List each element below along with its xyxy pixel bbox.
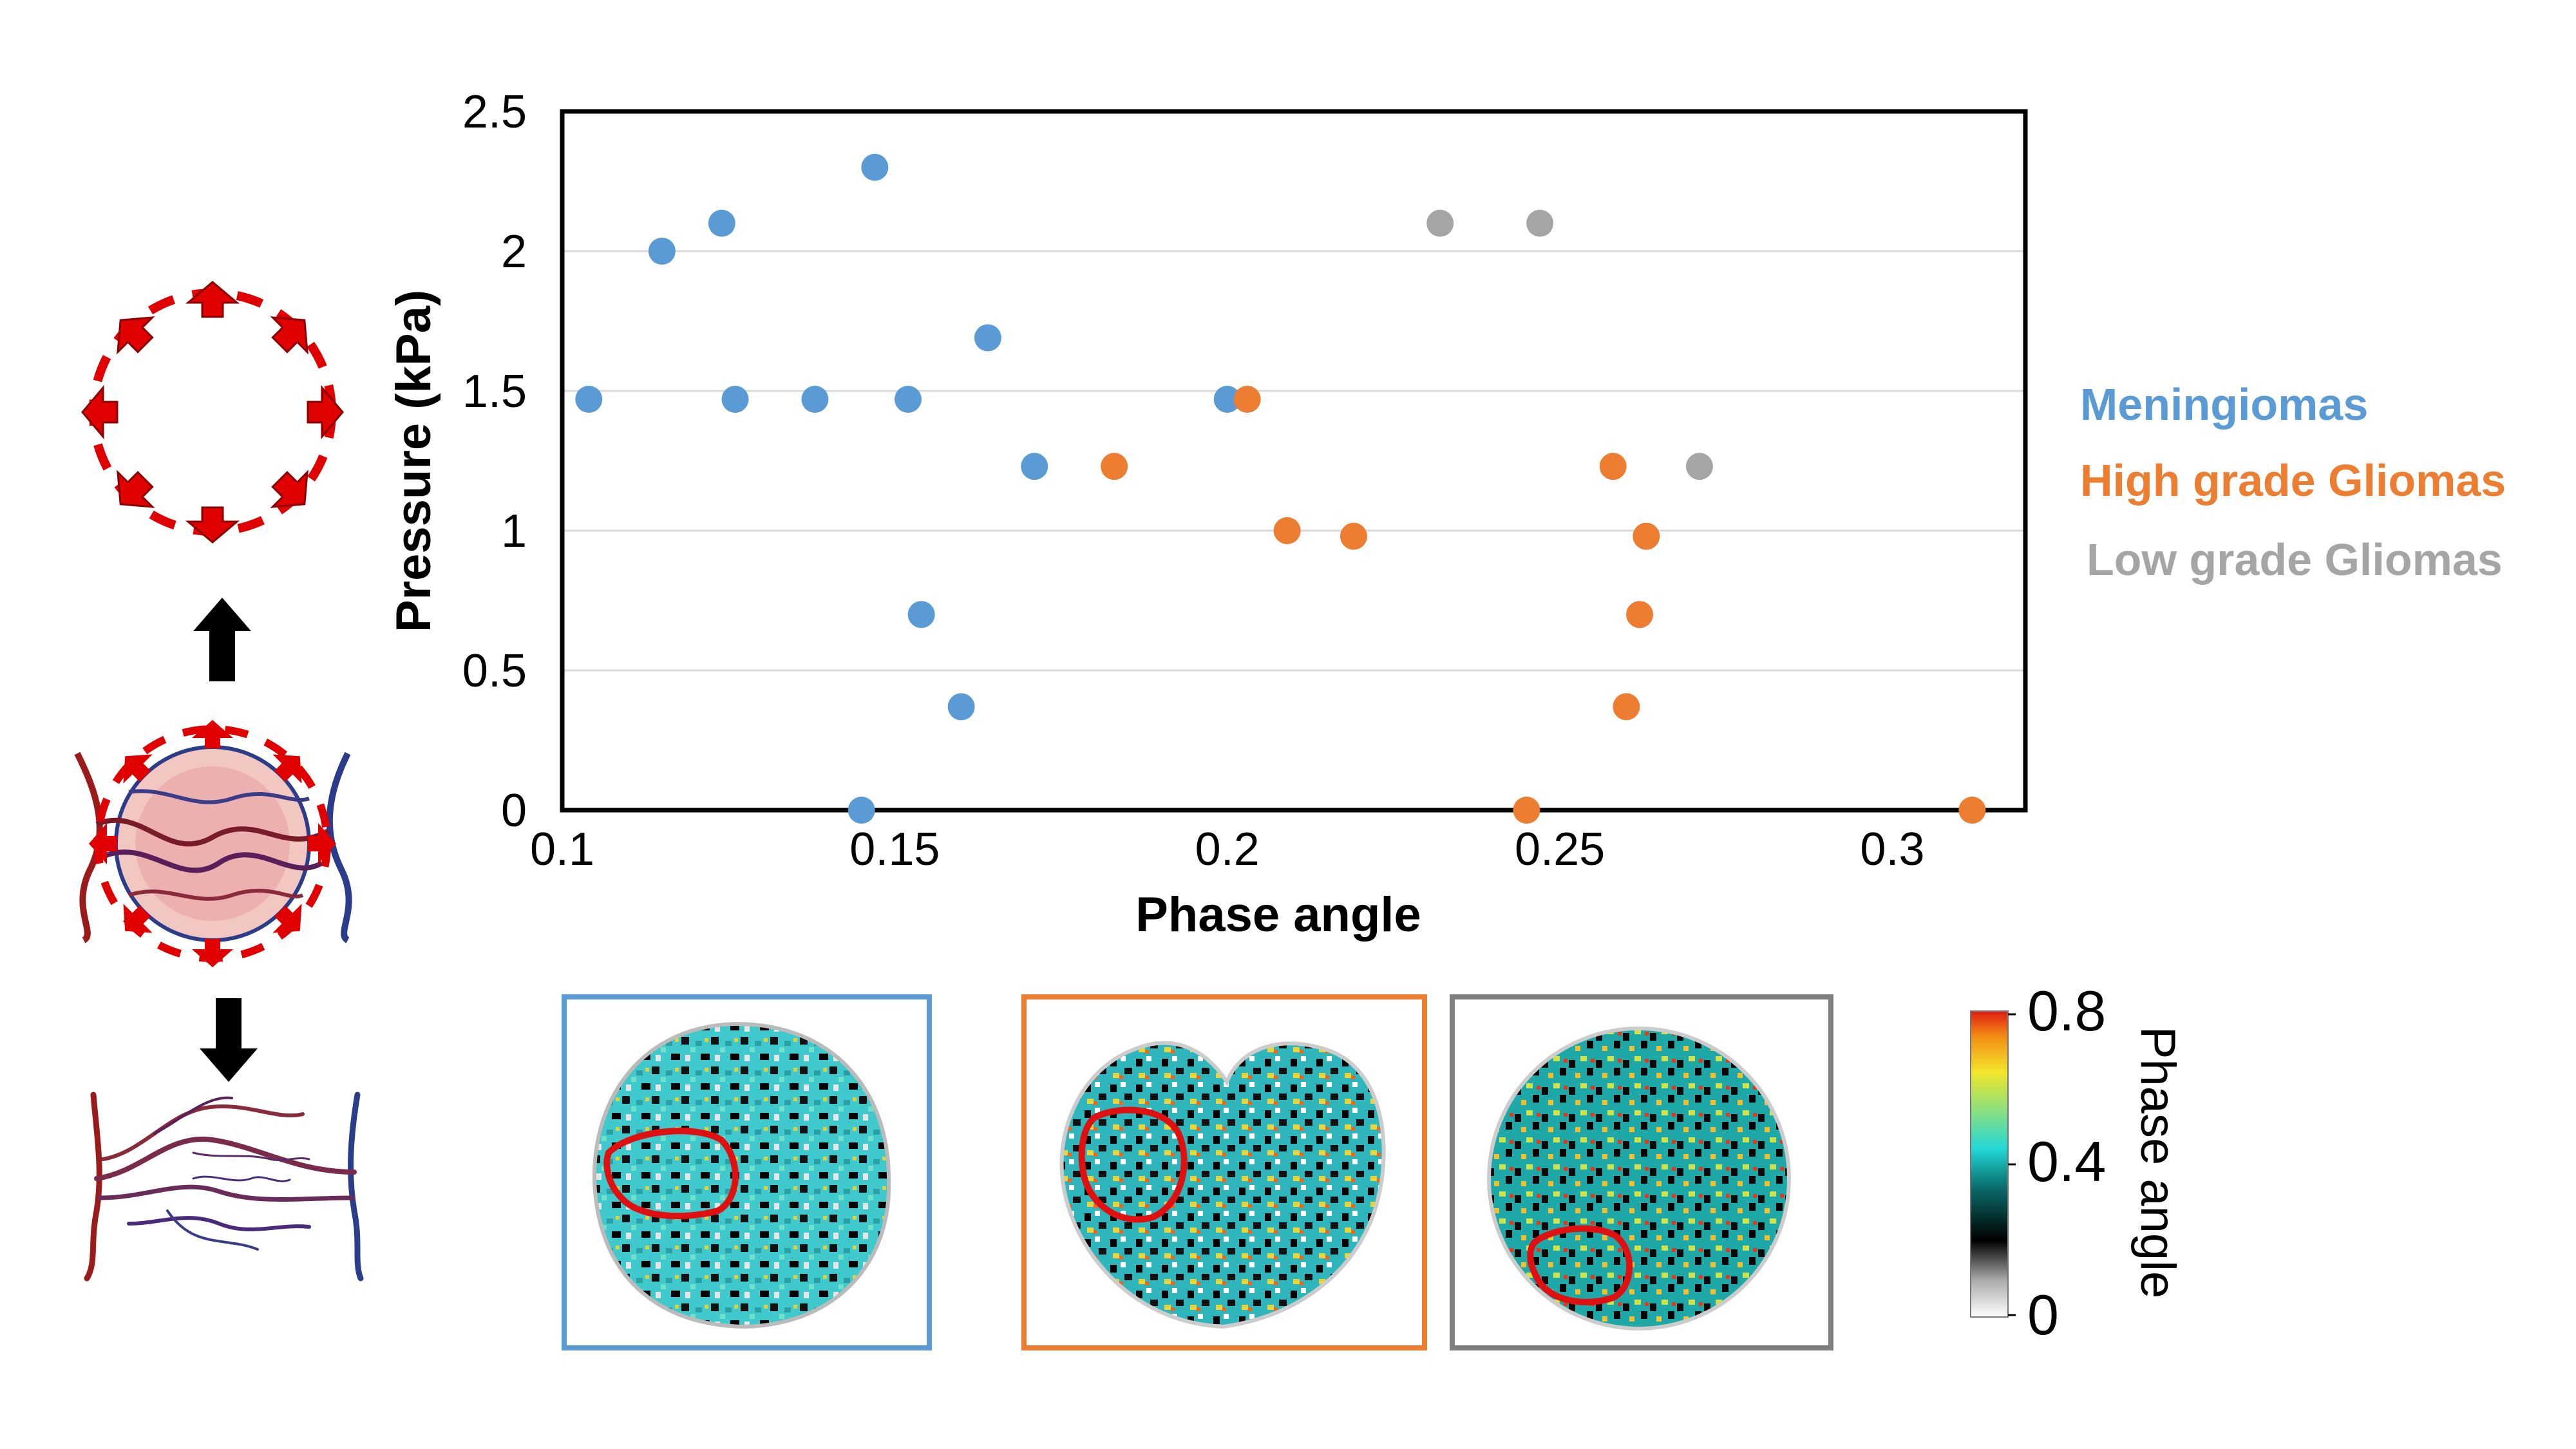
y-tick-label: 2.5 [462, 86, 527, 138]
y-tick-label: 2 [501, 226, 527, 278]
data-points [575, 153, 1986, 824]
tumor-outline [1527, 1225, 1633, 1305]
x-tick-label: 0.3 [1860, 824, 1924, 875]
point-high-grade-gliomas [1101, 453, 1128, 480]
point-meningiomas [947, 693, 975, 721]
x-axis-label: Phase angle [1135, 887, 1421, 942]
point-high-grade-gliomas [1513, 797, 1540, 824]
tumor-with-vessels-icon [74, 720, 352, 967]
legend-entry-low-grade-gliomas: Low grade Gliomas [2087, 535, 2503, 585]
colorbar-gradient [1970, 1010, 2009, 1318]
y-tick-label: 0.5 [462, 645, 527, 697]
colorbar: 0.8 0.4 0 Phase angle [1970, 979, 2185, 1347]
y-tick-label: 1.5 [462, 366, 527, 417]
x-tick-label: 0.15 [849, 824, 940, 875]
point-high-grade-gliomas [1626, 601, 1654, 629]
point-meningiomas [575, 386, 603, 413]
x-tick-label: 0.2 [1195, 824, 1260, 875]
y-tick-label: 1 [501, 506, 527, 557]
y-gridlines [562, 250, 2025, 672]
x-tick-labels: 0.1 0.15 0.2 0.25 0.3 [530, 824, 1925, 875]
colorbar-label: Phase angle [2130, 1027, 2185, 1299]
x-tick-label: 0.1 [530, 824, 594, 875]
scatter-chart: 0 0.5 1 1.5 2 2.5 0.1 0.15 0.2 0.25 0.3 Pressure … [386, 86, 2028, 942]
point-meningiomas [801, 386, 829, 413]
tumor-outline [1078, 1106, 1188, 1223]
legend: Meningiomas High grade Gliomas Low grade… [2080, 379, 2506, 585]
point-meningiomas [848, 797, 875, 824]
pressure-ring-icon [81, 281, 344, 544]
point-meningiomas [861, 153, 889, 181]
colorbar-tick-min: 0 [2027, 1283, 2059, 1347]
y-tick-label: 0 [501, 785, 527, 837]
mri-panel-low-grade-glioma [1450, 994, 1833, 1350]
point-low-grade-gliomas [1526, 209, 1554, 237]
colorbar-tick-max: 0.8 [2027, 979, 2106, 1043]
point-high-grade-gliomas [1633, 522, 1660, 550]
point-high-grade-gliomas [1613, 693, 1640, 721]
point-meningiomas [1213, 386, 1241, 413]
arrow-down-icon [200, 998, 258, 1082]
point-meningiomas [1021, 453, 1048, 480]
point-high-grade-gliomas [1599, 453, 1627, 480]
plot-frame [560, 109, 2028, 813]
point-meningiomas [907, 601, 935, 629]
schematic-panel [74, 281, 364, 1282]
colorbar-tick-mid: 0.4 [2027, 1130, 2106, 1193]
legend-entry-high-grade-gliomas: High grade Gliomas [2080, 455, 2506, 506]
vessel-network-icon [84, 1092, 364, 1282]
point-meningiomas [648, 238, 676, 265]
brain-slice-image [592, 1021, 891, 1329]
point-high-grade-gliomas [1958, 797, 1986, 824]
point-meningiomas [895, 386, 922, 413]
arrow-up-icon [193, 598, 251, 681]
point-high-grade-gliomas [1273, 517, 1301, 544]
point-meningiomas [721, 386, 749, 413]
legend-entry-meningiomas: Meningiomas [2080, 379, 2368, 430]
point-low-grade-gliomas [1685, 453, 1713, 480]
point-high-grade-gliomas [1233, 386, 1261, 413]
point-meningiomas [974, 324, 1001, 352]
tumor-outline [603, 1128, 739, 1220]
x-tick-label: 0.25 [1515, 824, 1605, 875]
point-low-grade-gliomas [1426, 209, 1454, 237]
mri-panel-high-grade-glioma [1021, 994, 1427, 1350]
y-axis-label: Pressure (kPa) [386, 290, 441, 632]
point-meningiomas [708, 209, 735, 237]
mri-panel-meningioma [562, 994, 932, 1350]
y-tick-labels: 0 0.5 1 1.5 2 2.5 [462, 86, 527, 837]
brain-slice-image [1487, 1027, 1791, 1331]
point-high-grade-gliomas [1340, 522, 1367, 550]
